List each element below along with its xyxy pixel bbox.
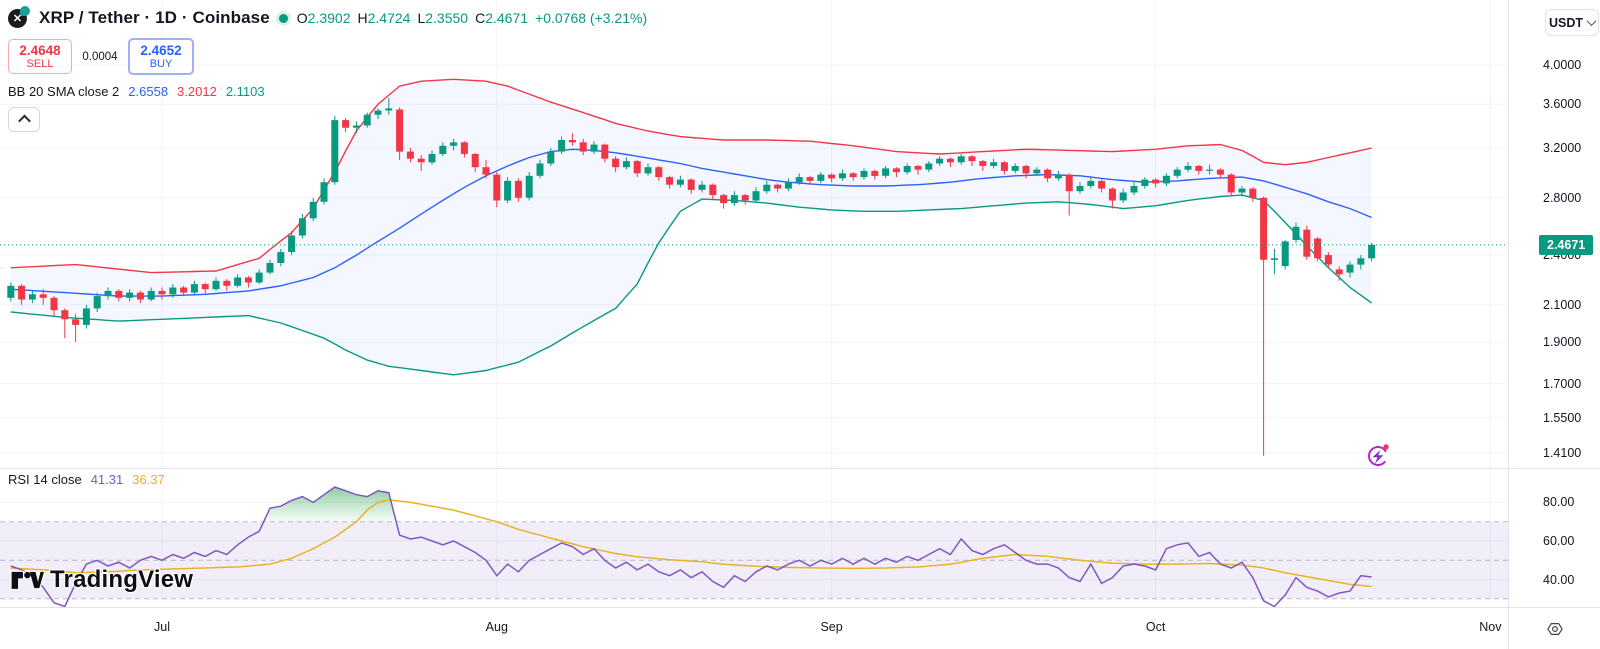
currency-selector[interactable]: USDT	[1545, 9, 1599, 36]
time-axis-month-label: Oct	[1145, 620, 1166, 634]
price-tick-label: 4.0000	[1543, 58, 1582, 73]
pane-divider[interactable]	[0, 468, 1600, 469]
chart-canvas[interactable]	[0, 0, 1508, 607]
time-axis[interactable]: Jul Aug Sep Oct Nov	[0, 607, 1600, 649]
lightning-icon	[1368, 444, 1389, 466]
low-value: 2.3550	[425, 10, 469, 26]
buy-price: 2.4652	[140, 43, 182, 58]
price-tick-label: 1.4100	[1543, 446, 1582, 461]
buy-label: BUY	[149, 58, 173, 70]
price-tick-label: 3.6000	[1543, 97, 1582, 112]
high-label: H	[357, 10, 368, 26]
buy-button[interactable]: 2.4652 BUY	[128, 38, 194, 75]
collapse-legend-button[interactable]	[8, 107, 40, 132]
rsi-tick-label: 80.00	[1543, 495, 1575, 510]
trade-panel: 2.4648 SELL 0.0004 2.4652 BUY	[8, 38, 194, 75]
sell-label: SELL	[26, 58, 54, 70]
rsi-indicator-title[interactable]: RSI 14 close	[8, 472, 82, 487]
watermark-text: TradingView	[50, 566, 194, 593]
sell-button[interactable]: 2.4648 SELL	[8, 39, 72, 74]
price-tick-label: 1.5500	[1543, 410, 1582, 425]
rsi-ma-value: 36.37	[132, 472, 165, 487]
open-label: O	[296, 10, 308, 26]
close-value: 2.4671	[485, 10, 529, 26]
time-axis-month-label: Sep	[820, 620, 843, 634]
tradingview-watermark: TradingView	[10, 566, 193, 594]
bb-lower-value: 2.1103	[225, 84, 265, 99]
change-value: +0.0768 (+3.21%)	[535, 10, 648, 26]
bb-upper-value: 3.2012	[177, 84, 217, 99]
price-tick-label: 2.1000	[1543, 297, 1582, 312]
spread-value: 0.0004	[82, 50, 118, 63]
axis-settings-corner[interactable]	[1508, 608, 1600, 649]
time-axis-month-label: Nov	[1479, 620, 1502, 634]
symbol-title[interactable]: XRP / Tether · 1D · Coinbase	[39, 8, 270, 27]
price-axis[interactable]: USDT 4.0000 3.6000 3.2000 2.8000 2.4000 2.100…	[1508, 0, 1600, 648]
rsi-tick-label: 40.00	[1543, 572, 1575, 587]
flash-trade-button[interactable]	[1366, 441, 1392, 469]
sell-price: 2.4648	[19, 43, 61, 58]
rsi-value: 41.31	[90, 472, 124, 487]
chevron-up-icon	[17, 114, 31, 128]
bb-basis-value: 2.6558	[128, 84, 169, 99]
price-tick-label: 3.2000	[1543, 141, 1582, 156]
bb-indicator-row: BB 20 SMA close 2 2.6558 3.2012 2.1103	[8, 84, 265, 99]
low-label: L	[417, 10, 426, 26]
high-value: 2.4724	[367, 10, 411, 26]
tradingview-logo-icon	[11, 571, 44, 589]
currency-label: USDT	[1548, 15, 1584, 30]
close-label: C	[475, 10, 486, 26]
rsi-indicator-row: RSI 14 close 41.31 36.37	[8, 472, 165, 487]
open-value: 2.3902	[307, 10, 351, 26]
xrp-logo-icon: ✕	[8, 6, 30, 29]
symbol-header: ✕ XRP / Tether · 1D · Coinbase O2.3902 H…	[8, 5, 647, 31]
market-status-icon[interactable]	[278, 13, 288, 23]
price-tick-label: 2.8000	[1543, 190, 1582, 205]
bb-indicator-title[interactable]: BB 20 SMA close 2	[8, 84, 120, 99]
ohlc-values: O2.3902 H2.4724 L2.3550 C2.4671 +0.0768 …	[297, 10, 647, 26]
rsi-tick-label: 60.00	[1543, 534, 1575, 548]
price-tick-label: 1.9000	[1543, 335, 1582, 350]
time-axis-month-label: Aug	[485, 620, 508, 634]
scale-settings-icon	[1547, 622, 1563, 635]
last-price-badge: 2.4671	[1539, 234, 1594, 255]
price-tick-label: 1.7000	[1543, 376, 1582, 391]
chevron-down-icon	[1586, 16, 1597, 27]
time-axis-month-label: Jul	[154, 620, 170, 634]
